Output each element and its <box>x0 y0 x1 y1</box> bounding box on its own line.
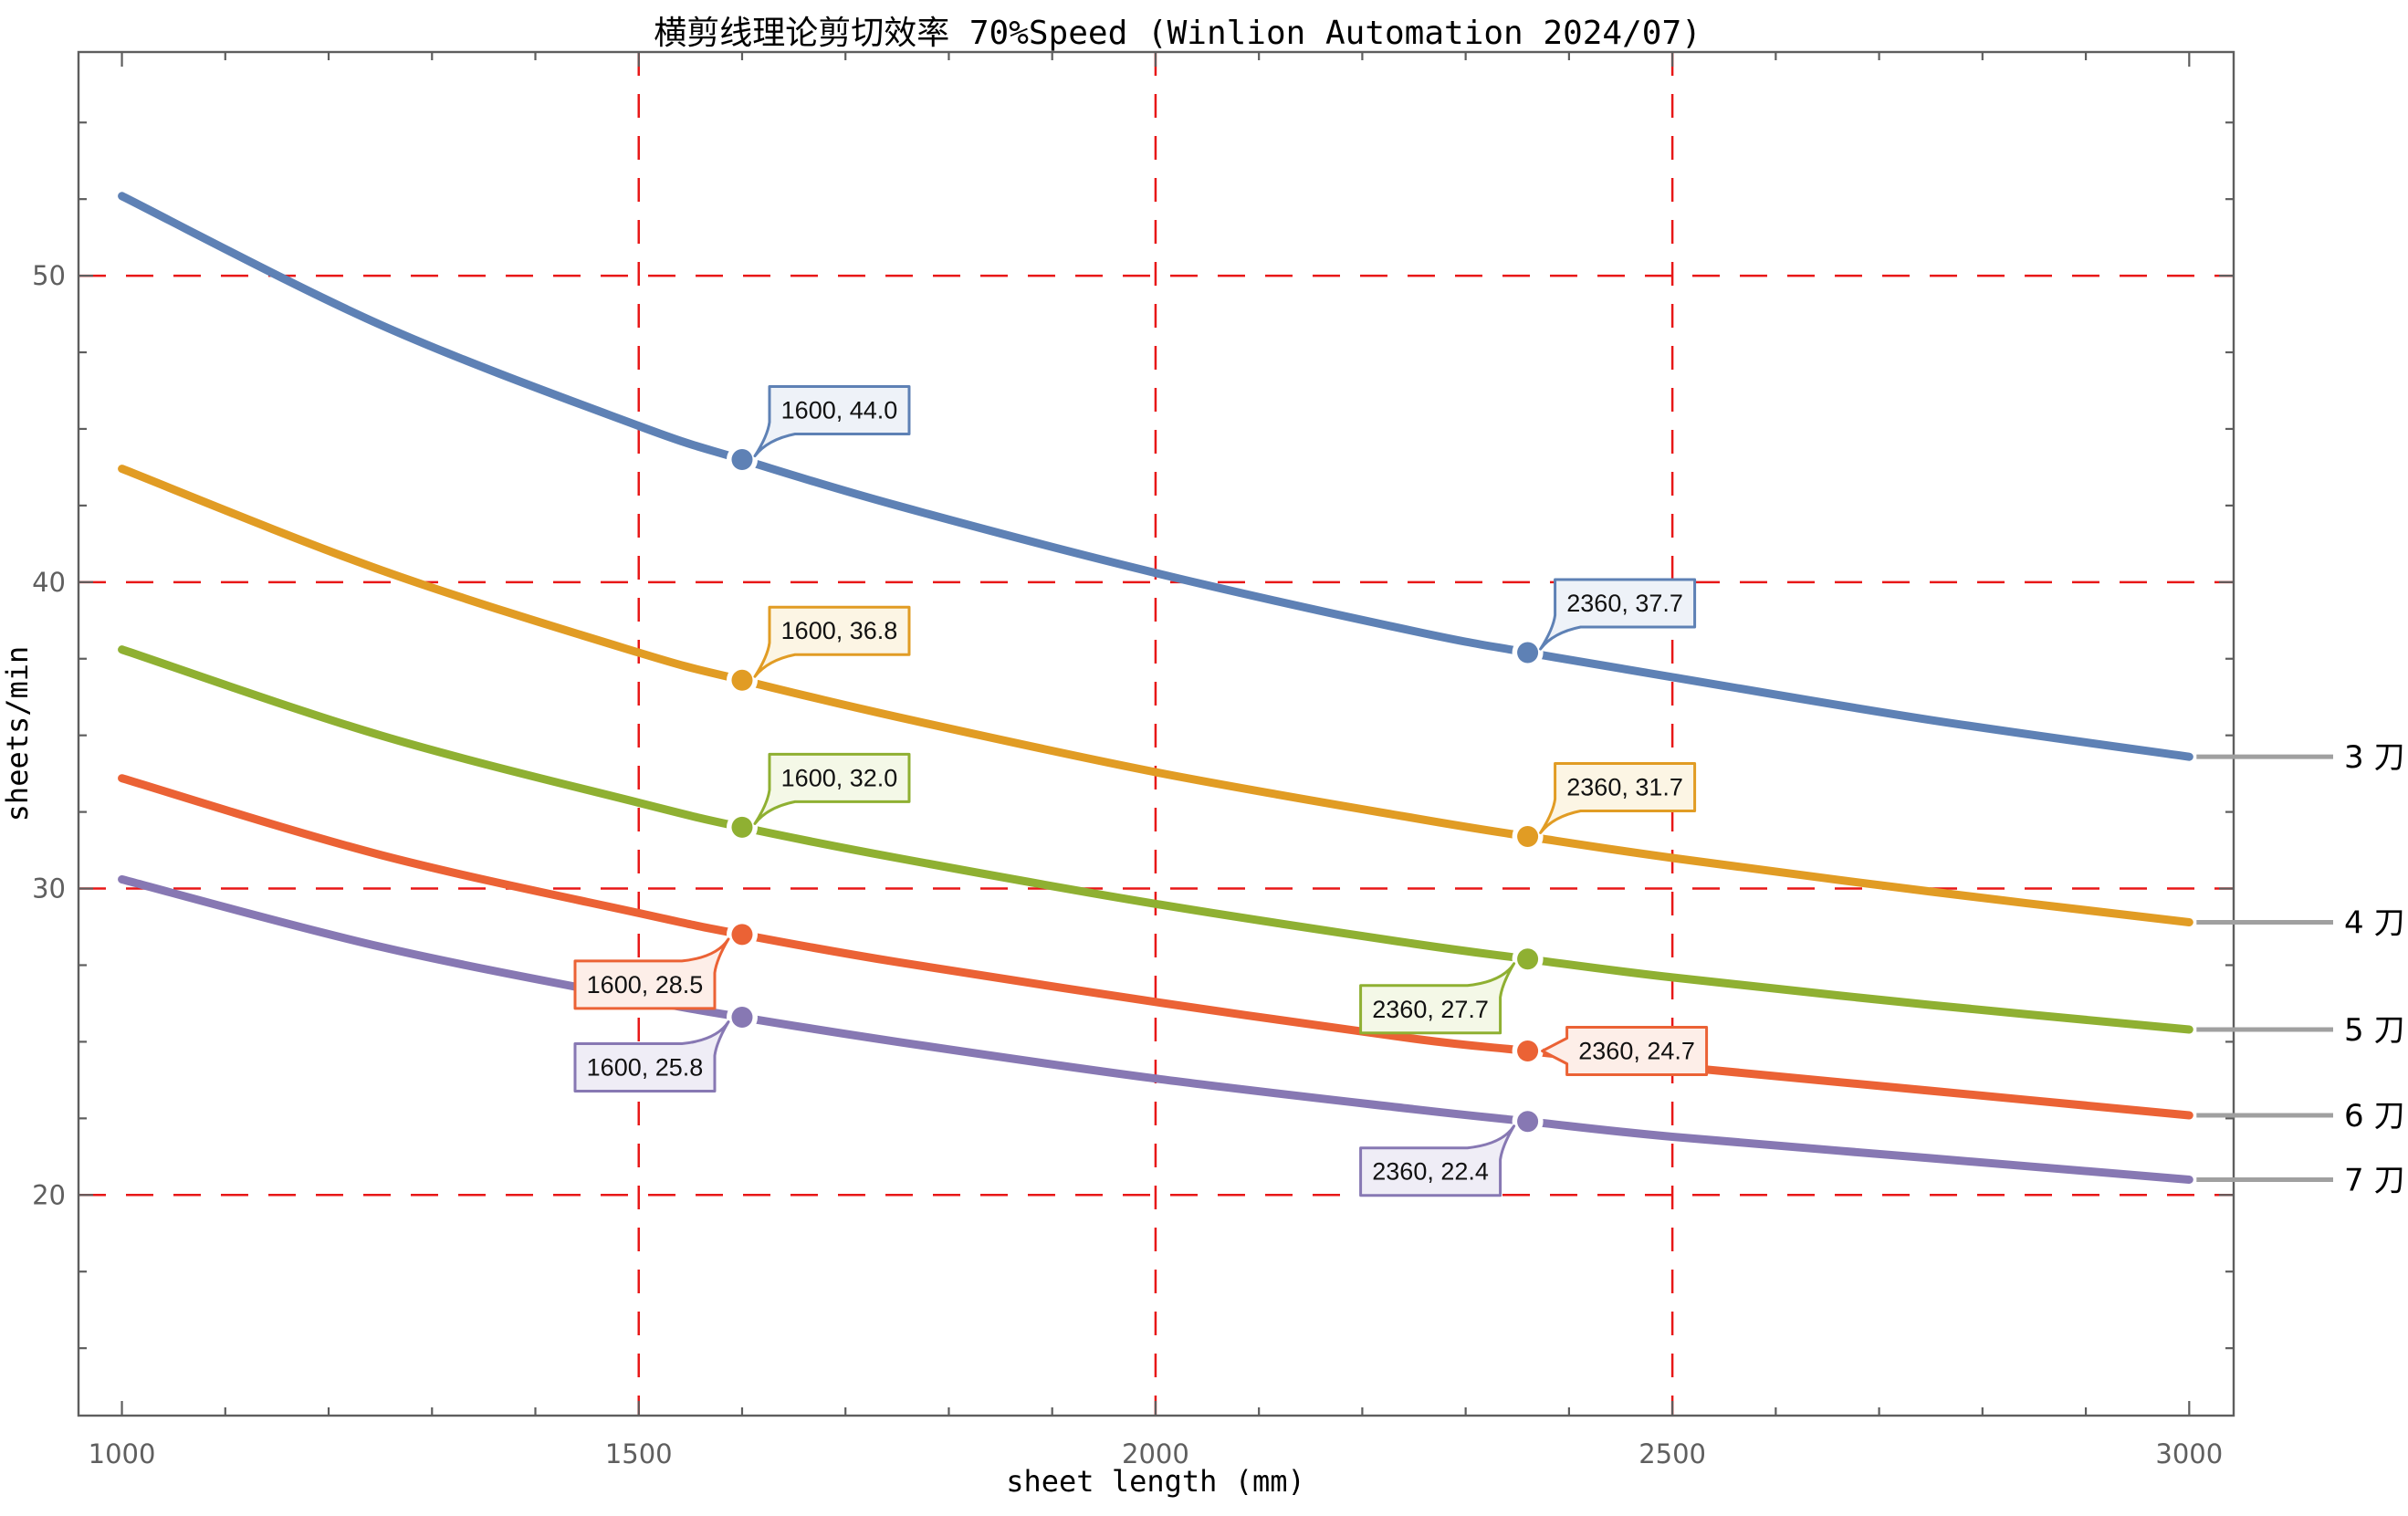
data-point-marker <box>1517 642 1539 664</box>
callout-5-dao-1600 <box>753 752 911 825</box>
callouts-layer: 1600, 44.0 2360, 37.7 1600, 36.8 2360, 31.7… <box>573 385 1709 1197</box>
callout-7-dao-1600 <box>573 1020 730 1093</box>
callout-label: 1600, 32.0 <box>781 764 898 791</box>
series-curves-layer <box>118 192 2193 1184</box>
series-curve-4-dao <box>118 465 2193 926</box>
callout-4-dao-1600 <box>753 605 911 678</box>
series-end-label: 4 刀 <box>2344 904 2404 941</box>
callout-label: 2360, 24.7 <box>1578 1037 1695 1064</box>
callout-6-dao-2360 <box>1541 1025 1709 1076</box>
y-tick-label: 20 <box>32 1179 66 1210</box>
data-point-marker <box>731 1007 753 1029</box>
x-tick-label: 2500 <box>1638 1438 1706 1469</box>
x-tick-label: 1500 <box>605 1438 673 1469</box>
series-end-label: 7 刀 <box>2344 1162 2404 1198</box>
callout-7-dao-2360 <box>1359 1124 1516 1197</box>
series-end-label: 6 刀 <box>2344 1098 2404 1134</box>
data-point-marker <box>1517 825 1539 847</box>
chart-title: 横剪线理论剪切效率 70%Speed (Winlion Automation 2… <box>654 15 1701 52</box>
data-points-layer <box>726 444 1544 1137</box>
data-point-marker <box>731 449 753 471</box>
series-end-label: 3 刀 <box>2344 739 2404 776</box>
series-curve-5-dao <box>118 645 2193 1034</box>
x-tick-label: 3000 <box>2155 1438 2223 1469</box>
series-curve-6-dao <box>118 774 2193 1120</box>
series-end-label: 5 刀 <box>2344 1012 2404 1049</box>
y-tick-label: 30 <box>32 873 66 904</box>
x-tick-label: 1000 <box>89 1438 156 1469</box>
data-point-marker <box>1517 948 1539 970</box>
callout-label: 2360, 22.4 <box>1372 1158 1489 1186</box>
callout-label: 1600, 25.8 <box>587 1054 704 1082</box>
gridline-layer <box>79 52 2234 1416</box>
data-point-marker <box>731 816 753 838</box>
x-tick-label: 2000 <box>1122 1438 1189 1469</box>
callout-6-dao-1600 <box>573 937 730 1010</box>
callout-3-dao-2360 <box>1539 578 1697 651</box>
series-curve-7-dao <box>118 875 2193 1184</box>
callout-label: 2360, 31.7 <box>1566 773 1683 800</box>
axis-ticks-layer <box>79 52 2234 1416</box>
y-tick-label: 40 <box>32 567 66 598</box>
callout-label: 1600, 44.0 <box>781 397 898 424</box>
data-point-marker <box>1517 1040 1539 1061</box>
series-curve-3-dao <box>118 192 2193 761</box>
data-point-marker <box>731 924 753 946</box>
callout-label: 2360, 37.7 <box>1566 590 1683 617</box>
x-axis-label: sheet length (mm) <box>1006 1464 1305 1499</box>
callout-4-dao-2360 <box>1539 761 1697 834</box>
callout-label: 1600, 36.8 <box>781 617 898 644</box>
data-point-marker <box>1517 1111 1539 1133</box>
callout-label: 1600, 28.5 <box>587 971 704 998</box>
tick-labels-layer: 1000 1500 2000 2500 3000 20 30 40 50 <box>32 260 2223 1469</box>
callout-3-dao-1600 <box>753 385 911 458</box>
callout-5-dao-2360 <box>1359 962 1516 1035</box>
y-tick-label: 50 <box>32 260 66 291</box>
series-end-labels-layer: 3 刀 4 刀 5 刀 6 刀 7 刀 <box>2196 739 2404 1198</box>
y-axis-label: sheets/min <box>0 646 35 822</box>
data-point-marker <box>731 669 753 691</box>
callout-label: 2360, 27.7 <box>1372 996 1489 1023</box>
